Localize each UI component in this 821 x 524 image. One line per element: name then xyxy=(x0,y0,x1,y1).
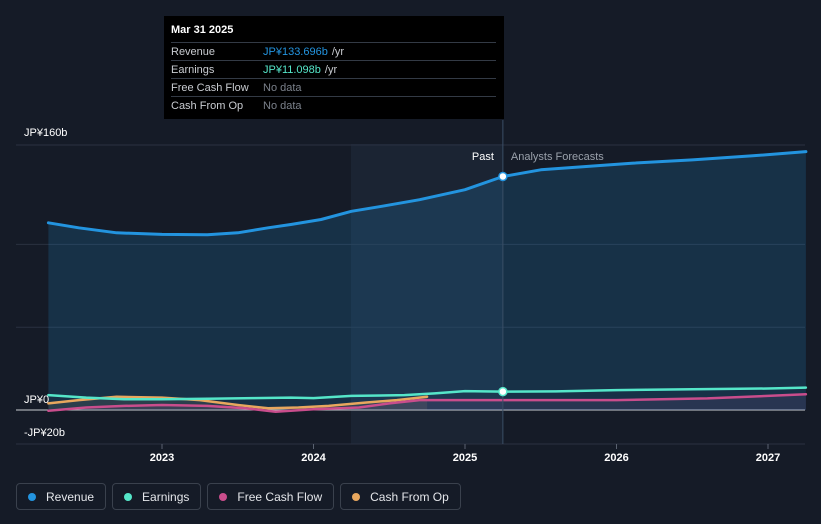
series-line-cash-from-op xyxy=(47,395,429,410)
legend-dot-icon xyxy=(219,492,228,501)
hover-tooltip: Mar 31 2025 Revenue JP¥133.696b /yr Earn… xyxy=(164,16,504,119)
forecast-label: Analysts Forecasts xyxy=(511,151,604,163)
tooltip-unit: /yr xyxy=(324,63,338,76)
legend-dot-icon xyxy=(28,492,36,501)
legend-item-earnings[interactable]: Earnings xyxy=(112,483,202,510)
past-label: Past xyxy=(472,151,494,163)
legend-dot-icon xyxy=(352,492,361,501)
area-fill-revenue xyxy=(48,151,806,410)
marker-earnings xyxy=(498,386,508,397)
tooltip-label: Revenue xyxy=(171,45,216,58)
legend-label: Revenue xyxy=(46,489,95,504)
tooltip-value: No data xyxy=(263,81,302,94)
tooltip-row-cash-from-op: Cash From Op No data xyxy=(171,96,496,114)
legend-label: Free Cash Flow xyxy=(237,489,323,504)
x-tick-label: 2024 xyxy=(301,452,326,464)
tooltip-row-free-cash-flow: Free Cash Flow No data xyxy=(171,78,496,96)
tooltip-label: Earnings xyxy=(171,63,215,76)
legend-label: Cash From Op xyxy=(370,489,449,504)
legend-item-free-cash-flow[interactable]: Free Cash Flow xyxy=(207,483,335,510)
legend-item-cash-from-op[interactable]: Cash From Op xyxy=(340,483,461,510)
x-tick-label: 2026 xyxy=(604,452,628,464)
series-line-earnings xyxy=(47,386,808,401)
tooltip-unit: /yr xyxy=(331,45,345,58)
tooltip-date: Mar 31 2025 xyxy=(171,24,234,36)
x-tick-label: 2025 xyxy=(453,452,477,464)
tooltip-value: JP¥11.098b xyxy=(263,63,321,76)
hover-markers xyxy=(498,171,508,397)
tooltip-value: No data xyxy=(263,99,302,112)
tooltip-row-revenue: Revenue JP¥133.696b /yr xyxy=(171,42,496,60)
x-tick-label: 2023 xyxy=(150,452,174,464)
x-axis-ticks: 2023 2024 2025 2026 2027 xyxy=(150,444,780,464)
area-fill-free-cash-flow xyxy=(48,394,806,412)
series-lines xyxy=(46,150,808,413)
chart-legend: Revenue Earnings Free Cash Flow Cash Fro… xyxy=(16,483,461,510)
tooltip-row-earnings: Earnings JP¥11.098b /yr xyxy=(171,60,496,78)
tooltip-label: Free Cash Flow xyxy=(171,81,249,94)
y-label-zero: JP¥0 xyxy=(24,394,49,406)
tooltip-label: Cash From Op xyxy=(171,99,244,112)
marker-revenue xyxy=(498,171,508,182)
y-label-top: JP¥160b xyxy=(24,127,67,139)
y-label-negative: -JP¥20b xyxy=(24,427,65,439)
tooltip-value: JP¥133.696b xyxy=(263,45,328,58)
series-line-revenue xyxy=(46,150,808,237)
legend-label: Earnings xyxy=(142,489,190,504)
x-tick-label: 2027 xyxy=(756,452,780,464)
gridlines xyxy=(16,144,805,445)
legend-item-revenue[interactable]: Revenue xyxy=(16,483,107,510)
series-line-free-cash-flow xyxy=(47,393,808,413)
legend-dot-icon xyxy=(124,492,133,501)
